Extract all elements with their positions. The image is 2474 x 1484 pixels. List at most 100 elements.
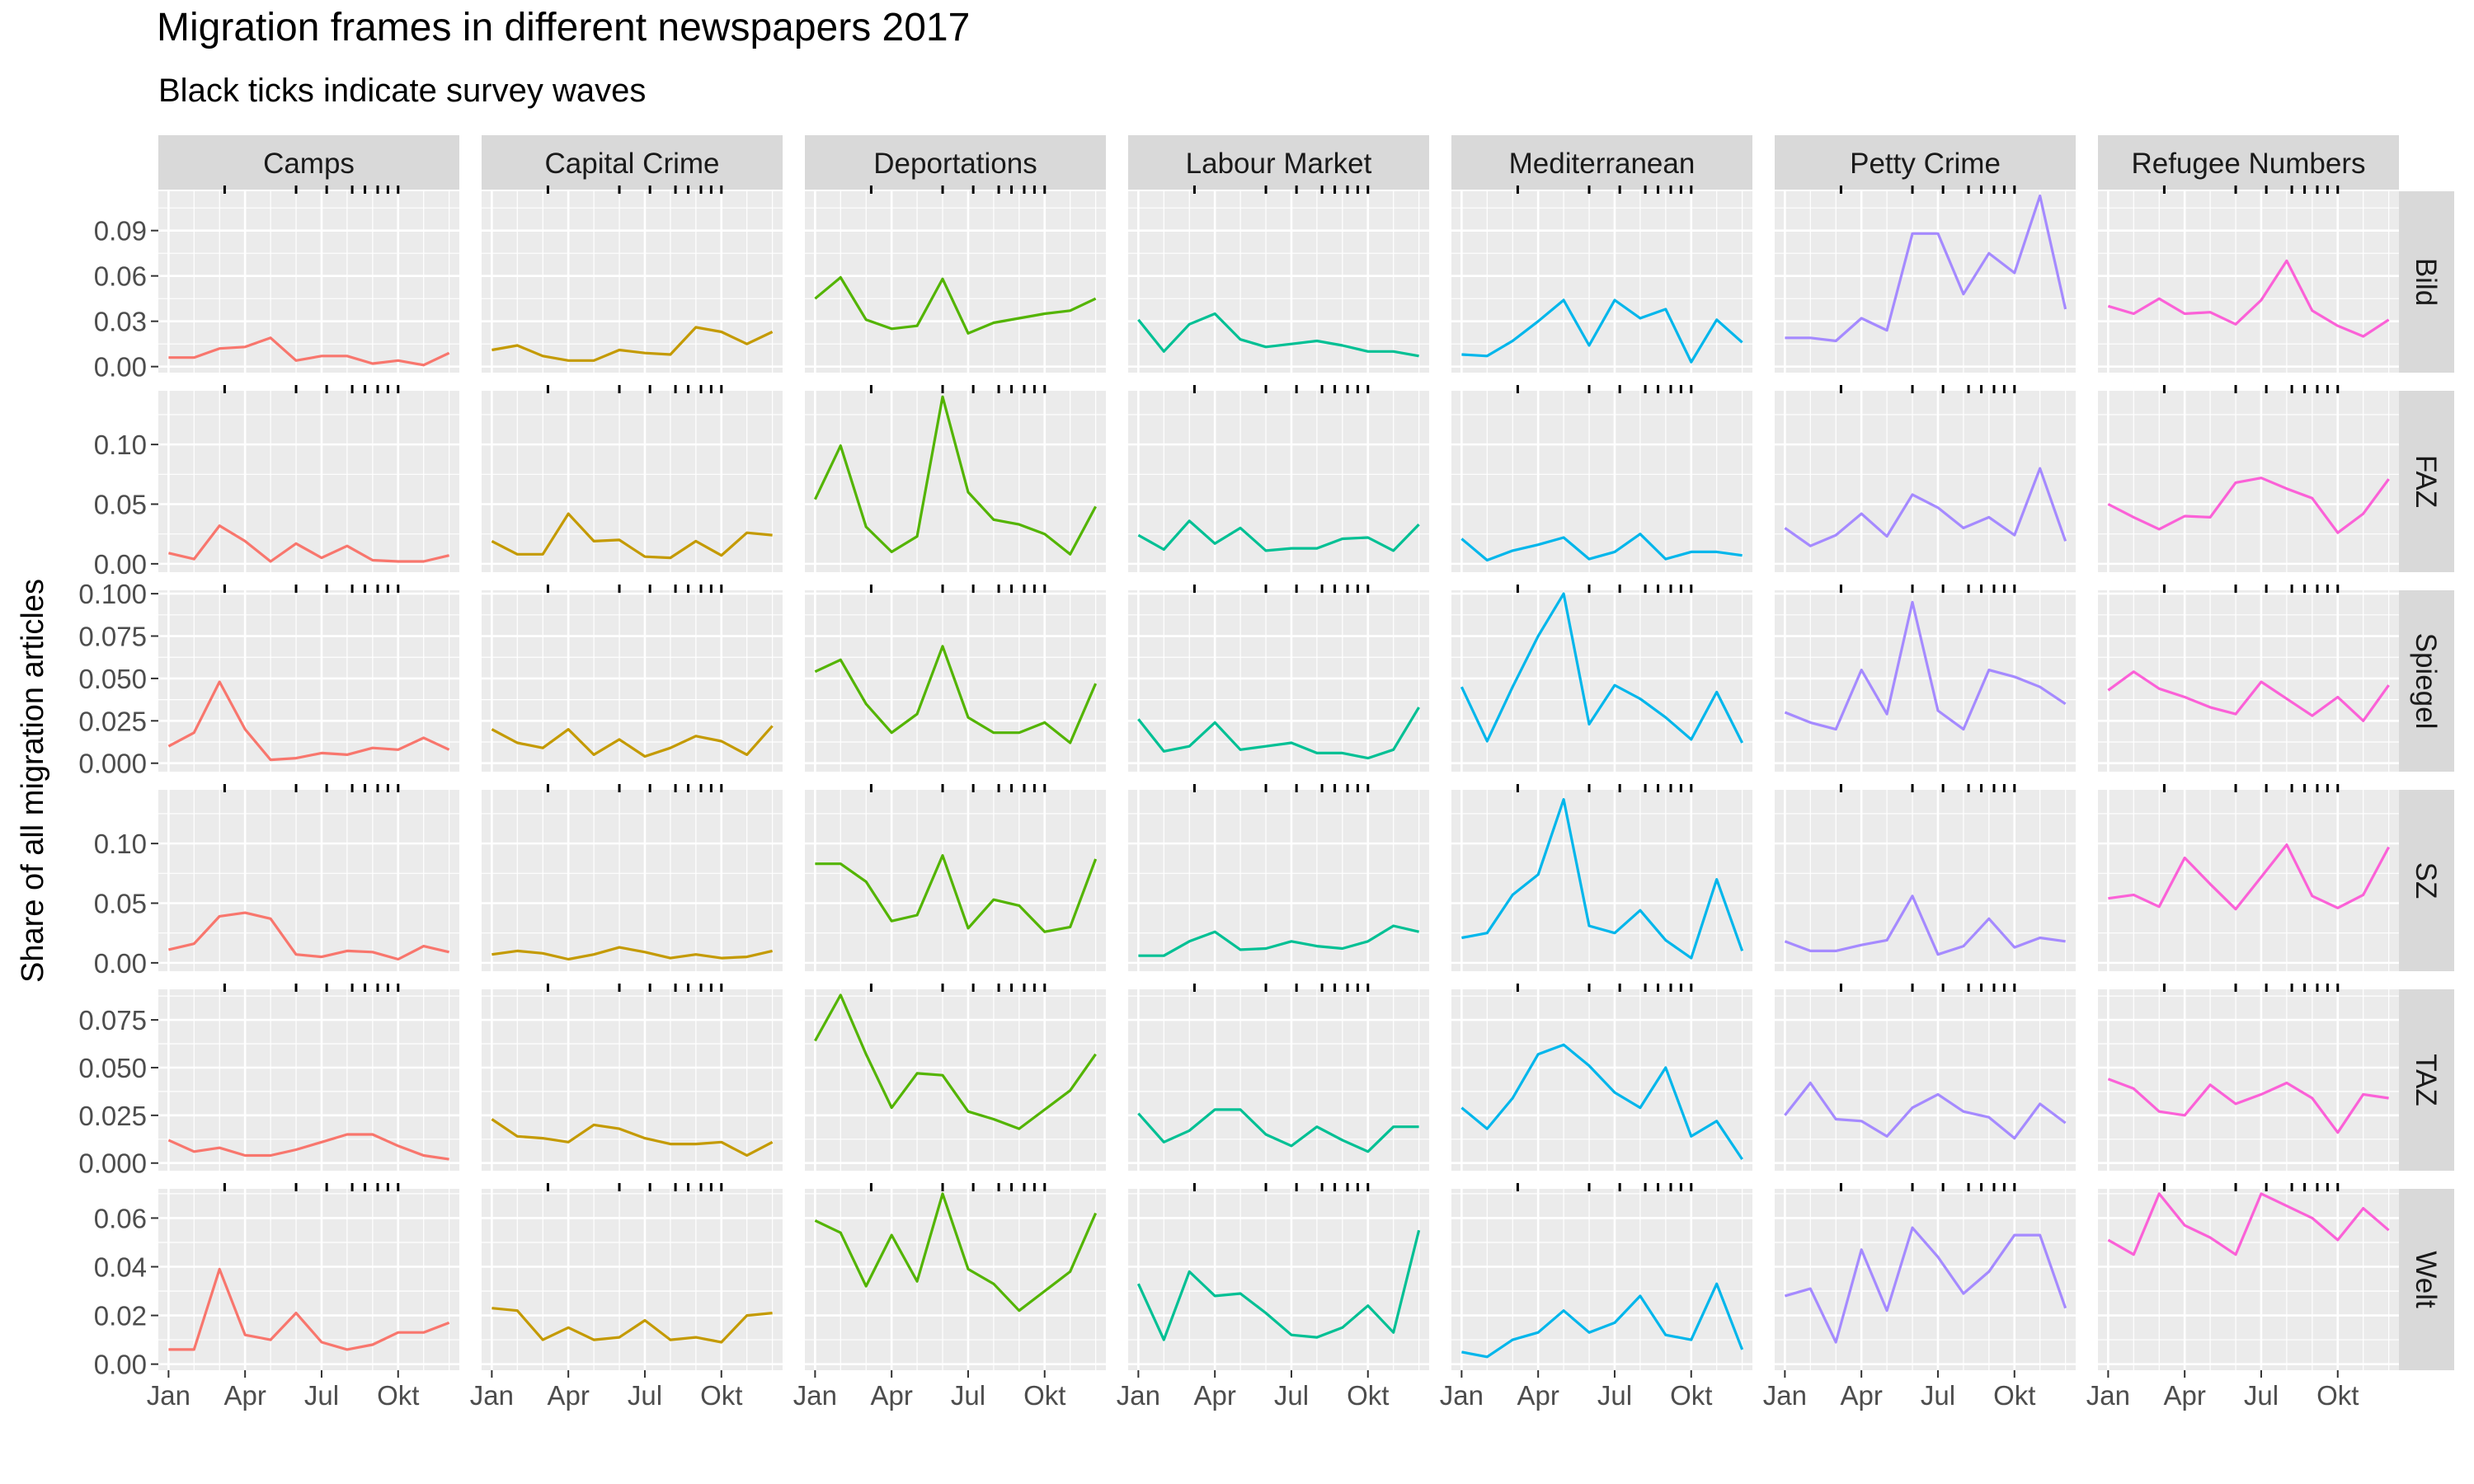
x-tick-label: Okt: [1347, 1380, 1389, 1411]
facet-strip-spiegel: [2398, 590, 2454, 772]
facet-strip-deportations: [805, 135, 1106, 190]
panel-welt-mediterranean: [1451, 1183, 1752, 1370]
facet-strip-faz: [2398, 391, 2454, 572]
series-line-capital-crime-bild: [492, 326, 774, 362]
panel-background: [2098, 191, 2399, 373]
panel-welt-petty-crime: [1775, 1183, 2076, 1370]
y-tick-label: 0.050: [78, 1053, 147, 1083]
panel-spiegel-petty-crime: [1775, 585, 2076, 772]
panel-background: [1451, 590, 1752, 772]
series-line-camps-faz: [168, 524, 449, 563]
panel-faz-petty-crime: [1775, 385, 2076, 572]
series-line-refugee-numbers-welt: [2107, 1192, 2390, 1256]
series-line-petty-crime-bild: [1785, 194, 2067, 343]
facet-strip-label: Mediterranean: [1509, 148, 1696, 180]
panel-spiegel-mediterranean: [1451, 585, 1752, 772]
y-tick-label: 0.00: [94, 352, 147, 383]
panel-faz-refugee-numbers: [2098, 385, 2399, 572]
series-line-labour-market-sz: [1138, 924, 1419, 957]
series-line-capital-crime-welt: [492, 1307, 773, 1344]
facet-strip-label: Spiegel: [2410, 633, 2442, 730]
panel-spiegel-labour-market: [1128, 585, 1429, 772]
series-line-camps-bild: [168, 336, 450, 367]
panel-background: [1451, 790, 1752, 971]
x-tick-label: Jul: [628, 1380, 662, 1411]
y-tick-label: 0.075: [78, 1005, 147, 1036]
x-tick-label: Jul: [1274, 1380, 1309, 1411]
series-line-deportations-spiegel: [814, 645, 1098, 744]
y-tick-label: 0.00: [94, 549, 147, 580]
panel-background: [1451, 391, 1752, 572]
facet-strip-capital-crime: [482, 135, 783, 190]
series-line-capital-crime-taz: [491, 1118, 774, 1158]
x-tick-label: Jan: [1763, 1380, 1807, 1411]
panel-welt-labour-market: [1128, 1183, 1429, 1370]
series-line-labour-market-spiegel: [1137, 707, 1420, 760]
series-line-camps-sz: [168, 911, 449, 961]
y-tick-label: 0.00: [94, 1350, 147, 1380]
facet-strip-label: Deportations: [873, 148, 1037, 180]
panel-background: [482, 1189, 783, 1370]
x-tick-label: Jan: [470, 1380, 514, 1411]
panel-taz-camps: [158, 984, 459, 1171]
panel-background: [805, 391, 1106, 572]
y-tick-label: 0.10: [94, 430, 147, 460]
panel-taz-refugee-numbers: [2098, 984, 2399, 1171]
panel-background: [158, 590, 459, 772]
panel-background: [1775, 191, 2076, 373]
panel-background: [482, 989, 783, 1171]
facet-strip-label: FAZ: [2410, 455, 2442, 508]
facet-strip-label: Refugee Numbers: [2131, 148, 2365, 180]
panel-welt-camps: [158, 1183, 459, 1370]
facet-strip-sz: [2398, 790, 2454, 971]
series-line-deportations-faz: [813, 395, 1098, 556]
panel-faz-deportations: [805, 385, 1106, 572]
panel-background: [1775, 590, 2076, 772]
panel-spiegel-refugee-numbers: [2098, 585, 2399, 772]
panel-background: [1775, 989, 2076, 1171]
y-tick-label: 0.06: [94, 261, 147, 292]
y-tick-label: 0.075: [78, 622, 147, 652]
panel-spiegel-camps: [158, 585, 459, 772]
y-tick-label: 0.00: [94, 948, 147, 979]
series-line-capital-crime-faz: [491, 512, 773, 560]
y-tick-label: 0.05: [94, 490, 147, 520]
facet-strip-taz: [2398, 989, 2454, 1171]
series-line-petty-crime-sz: [1784, 895, 2066, 956]
series-line-refugee-numbers-faz: [2107, 477, 2390, 534]
panel-taz-capital-crime: [482, 984, 783, 1171]
panel-faz-labour-market: [1128, 385, 1429, 572]
x-tick-label: Apr: [1193, 1380, 1235, 1411]
facet-strip-label: Welt: [2410, 1251, 2442, 1308]
series-line-mediterranean-taz: [1460, 1043, 1743, 1160]
x-tick-label: Jan: [793, 1380, 837, 1411]
y-tick-label: 0.02: [94, 1301, 147, 1331]
x-tick-label: Apr: [1840, 1380, 1882, 1411]
panel-bild-petty-crime: [1775, 186, 2076, 373]
x-tick-label: Jan: [2086, 1380, 2130, 1411]
panel-background: [1128, 590, 1429, 772]
panel-sz-petty-crime: [1775, 784, 2076, 971]
series-line-capital-crime-sz: [492, 946, 773, 961]
x-tick-label: Okt: [2316, 1380, 2359, 1411]
series-line-refugee-numbers-spiegel: [2107, 670, 2390, 722]
panel-sz-mediterranean: [1451, 784, 1752, 971]
panel-taz-mediterranean: [1451, 984, 1752, 1171]
panel-sz-camps: [158, 784, 459, 971]
y-axis-title: Share of all migration articles: [16, 579, 50, 983]
panel-background: [805, 191, 1106, 373]
facet-strip-welt: [2398, 1189, 2454, 1370]
x-tick-label: Apr: [547, 1380, 589, 1411]
x-tick-label: Jan: [147, 1380, 190, 1411]
panel-sz-refugee-numbers: [2098, 784, 2399, 971]
panel-background: [482, 191, 783, 373]
panel-sz-capital-crime: [482, 784, 783, 971]
chart-title: Migration frames in different newspapers…: [157, 6, 971, 49]
panel-bild-labour-market: [1128, 186, 1429, 373]
series-line-deportations-bild: [814, 275, 1097, 335]
panel-background: [1128, 790, 1429, 971]
series-line-labour-market-welt: [1136, 1229, 1421, 1341]
series-line-refugee-numbers-bild: [2107, 259, 2390, 338]
series-line-refugee-numbers-taz: [2107, 1078, 2389, 1134]
facet-strip-labour-market: [1128, 135, 1429, 190]
